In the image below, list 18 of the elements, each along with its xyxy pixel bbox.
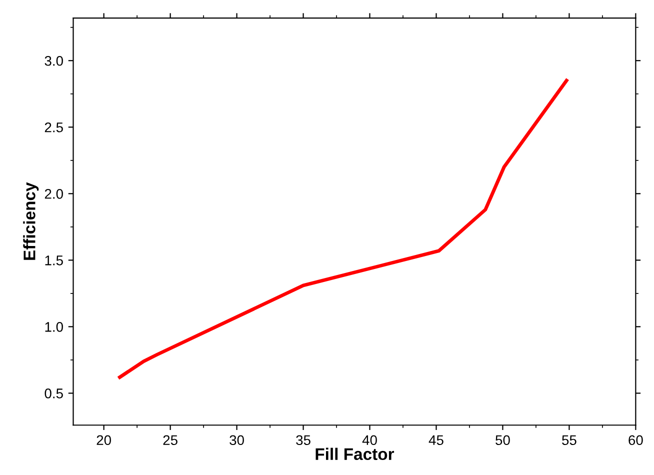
y-tick-label: 2.5 [44, 122, 63, 132]
y-tick-label: 2.0 [44, 188, 63, 199]
x-tick-label: 45 [428, 435, 444, 446]
x-tick-label: 20 [96, 435, 112, 446]
x-tick-label: 40 [362, 435, 377, 446]
x-tick-label: 35 [296, 435, 310, 446]
y-tick-label: 1.0 [45, 322, 63, 332]
y-axis-title: Efficiency [23, 182, 39, 260]
x-tick-label: 50 [496, 435, 510, 446]
x-tick-label: 25 [163, 435, 178, 446]
x-tick-label: 55 [562, 435, 576, 446]
y-tick-label: 1.5 [45, 256, 63, 266]
x-axis-title: Fill Factor [316, 448, 394, 460]
line-series [118, 78, 568, 379]
y-tick-label: 3.0 [44, 56, 63, 66]
x-tick-label: 30 [230, 435, 244, 446]
x-tick-label: 60 [628, 435, 643, 446]
y-tick-label: 0.5 [44, 388, 63, 398]
